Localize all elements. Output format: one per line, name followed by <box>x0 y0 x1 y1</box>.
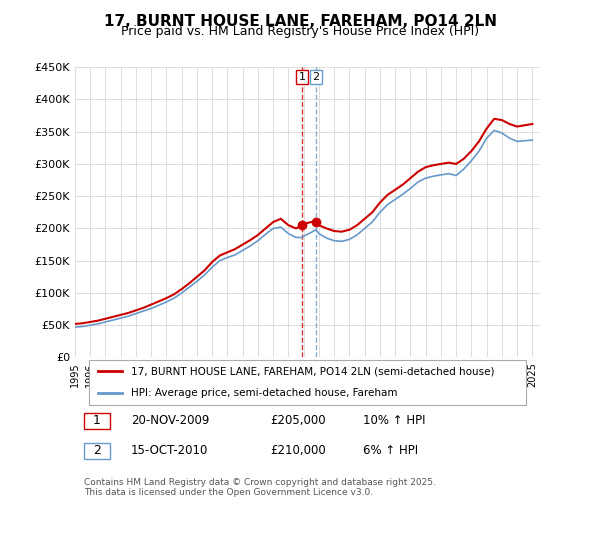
Text: HPI: Average price, semi-detached house, Fareham: HPI: Average price, semi-detached house,… <box>131 388 397 398</box>
Text: Contains HM Land Registry data © Crown copyright and database right 2025.
This d: Contains HM Land Registry data © Crown c… <box>84 478 436 497</box>
Text: 20-NOV-2009: 20-NOV-2009 <box>131 414 209 427</box>
Text: 17, BURNT HOUSE LANE, FAREHAM, PO14 2LN (semi-detached house): 17, BURNT HOUSE LANE, FAREHAM, PO14 2LN … <box>131 366 494 376</box>
Text: 2: 2 <box>313 72 319 82</box>
FancyBboxPatch shape <box>89 360 526 405</box>
Text: 17, BURNT HOUSE LANE, FAREHAM, PO14 2LN: 17, BURNT HOUSE LANE, FAREHAM, PO14 2LN <box>104 14 497 29</box>
Text: 1: 1 <box>93 414 101 427</box>
Text: £205,000: £205,000 <box>270 414 326 427</box>
Text: Price paid vs. HM Land Registry's House Price Index (HPI): Price paid vs. HM Land Registry's House … <box>121 25 479 38</box>
Text: 15-OCT-2010: 15-OCT-2010 <box>131 444 208 457</box>
Text: 6% ↑ HPI: 6% ↑ HPI <box>364 444 418 457</box>
Text: 1: 1 <box>299 72 305 82</box>
Text: 2: 2 <box>93 444 101 457</box>
FancyBboxPatch shape <box>84 413 110 429</box>
FancyBboxPatch shape <box>84 442 110 459</box>
Text: 10% ↑ HPI: 10% ↑ HPI <box>364 414 426 427</box>
Text: £210,000: £210,000 <box>270 444 326 457</box>
